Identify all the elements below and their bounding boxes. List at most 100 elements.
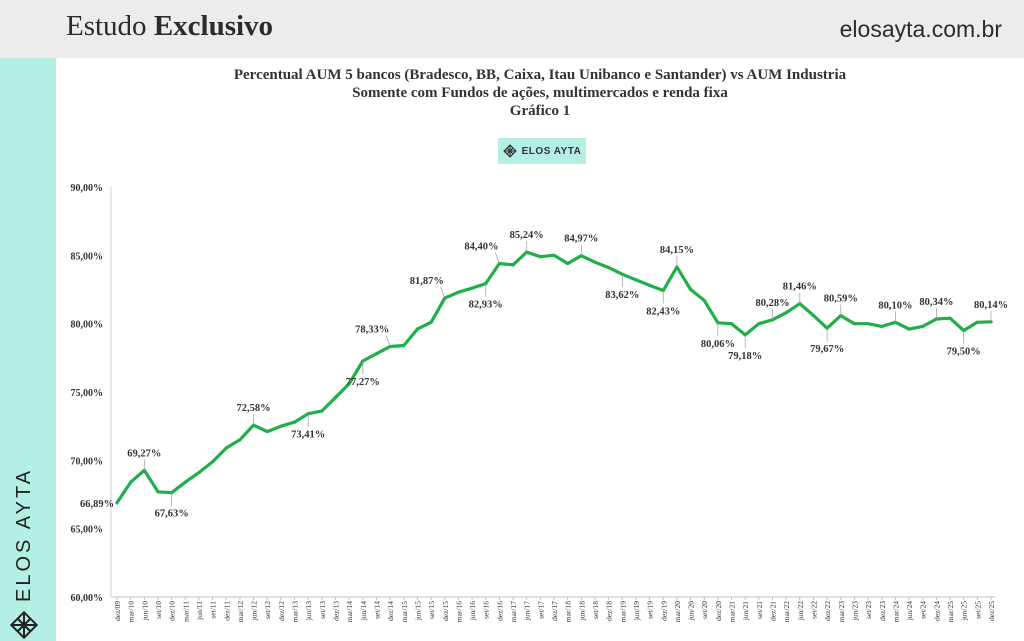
x-tick-label: dez/21 [769, 601, 778, 621]
x-tick-label: jun/24 [905, 601, 914, 621]
data-point [197, 471, 201, 475]
data-point [115, 501, 119, 505]
data-label: 72,58% [237, 403, 271, 414]
y-tick-label: 90,00% [71, 183, 104, 194]
sidebar [0, 58, 56, 641]
data-label-leader [495, 252, 500, 264]
x-tick-label: mar/21 [728, 601, 737, 622]
data-label: 81,87% [410, 276, 444, 287]
x-tick-label: mar/18 [564, 601, 573, 622]
sidebar-brand: ELOS AYTA [4, 460, 44, 640]
elos-ayta-logo-icon [9, 610, 39, 640]
x-tick-label: set/13 [318, 601, 327, 619]
x-tick-label: mar/20 [673, 601, 682, 622]
data-label: 85,24% [510, 230, 544, 241]
data-label: 83,62% [605, 290, 639, 301]
header-bar [0, 0, 1024, 58]
x-tick-label: dez/09 [113, 601, 122, 621]
data-point [156, 490, 160, 494]
data-point [866, 322, 870, 326]
x-tick-label: jun/16 [468, 601, 477, 621]
y-tick-label: 80,00% [71, 320, 104, 331]
data-point [538, 255, 542, 259]
x-tick-label: set/14 [372, 601, 381, 619]
chart-title: Percentual AUM 5 bancos (Bradesco, BB, C… [233, 67, 847, 83]
data-label-leader [385, 335, 391, 347]
x-tick-label: set/19 [646, 601, 655, 619]
site-url[interactable]: elosayta.com.br [839, 16, 1002, 42]
x-tick-label: jun/14 [359, 601, 368, 621]
x-tick-label: jun/22 [796, 601, 805, 621]
data-label: 80,10% [878, 300, 912, 311]
data-point [784, 311, 788, 315]
x-tick-label: dez/25 [987, 601, 996, 621]
x-tick-label: mar/24 [891, 601, 900, 622]
chart-caption: Gráfico 1 [509, 103, 571, 119]
data-label: 82,93% [469, 300, 503, 311]
x-tick-label: dez/23 [878, 601, 887, 621]
brand-badge: ELOS AYTA [498, 138, 586, 164]
data-point [224, 446, 228, 450]
data-point [333, 395, 338, 400]
data-point [593, 260, 597, 264]
x-tick-label: set/10 [154, 601, 163, 619]
data-point [347, 382, 351, 386]
x-tick-label: set/20 [700, 601, 709, 619]
x-tick-label: mar/12 [236, 601, 245, 622]
data-point [279, 424, 283, 428]
x-tick-label: jun/19 [632, 601, 641, 621]
x-tick-label: dez/19 [659, 601, 668, 621]
data-label: 81,46% [783, 282, 817, 293]
x-tick-label: set/25 [973, 601, 982, 619]
data-label: 67,63% [155, 509, 189, 520]
chart-subtitle: Somente com Fundos de ações, multimercad… [352, 85, 728, 101]
data-point [456, 290, 461, 294]
x-tick-label: jun/13 [304, 601, 313, 621]
data-point [129, 480, 133, 484]
x-tick-label: jun/21 [741, 601, 750, 621]
data-point [429, 320, 433, 324]
data-label: 66,89% [80, 499, 114, 510]
data-point [607, 266, 611, 270]
x-tick-label: jun/18 [577, 601, 586, 621]
x-tick-label: mar/10 [127, 601, 136, 622]
x-tick-label: dez/17 [550, 601, 559, 621]
data-point [402, 343, 406, 348]
x-tick-label: mar/22 [782, 601, 791, 622]
data-point [552, 253, 556, 257]
x-tick-label: dez/10 [168, 601, 177, 621]
data-label: 73,41% [291, 430, 325, 441]
data-label: 69,27% [127, 448, 161, 459]
x-tick-label: set/23 [864, 601, 873, 619]
y-tick-label: 65,00% [71, 525, 104, 536]
x-tick-label: set/22 [809, 601, 818, 619]
data-point [811, 313, 816, 318]
x-tick-label: mar/19 [618, 601, 627, 622]
data-point [292, 420, 297, 424]
data-label: 79,18% [728, 351, 762, 362]
data-label-leader [440, 286, 446, 299]
data-label: 80,59% [824, 294, 858, 305]
data-point [634, 278, 638, 282]
data-point [702, 298, 706, 303]
x-tick-label: set/11 [209, 601, 218, 619]
data-point [566, 261, 570, 266]
data-label: 80,28% [755, 298, 789, 309]
x-tick-label: jun/11 [195, 601, 204, 621]
data-point [511, 263, 515, 267]
data-point [880, 324, 884, 328]
y-tick-label: 60,00% [71, 593, 104, 604]
data-label: 84,15% [660, 245, 694, 256]
x-tick-label: jun/17 [523, 601, 532, 621]
x-tick-label: mar/16 [454, 601, 463, 622]
x-tick-label: dez/13 [332, 601, 341, 621]
data-point [948, 316, 952, 320]
x-tick-label: dez/22 [823, 601, 832, 621]
x-tick-label: dez/14 [386, 601, 395, 621]
data-point [183, 480, 187, 484]
brand-light: Estudo [66, 10, 154, 42]
data-point [265, 430, 269, 434]
series-line [115, 250, 993, 505]
data-point [921, 324, 925, 328]
data-point [647, 283, 652, 287]
